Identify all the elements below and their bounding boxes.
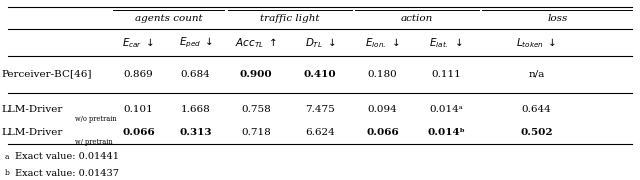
Text: w/o pretrain: w/o pretrain xyxy=(76,115,117,123)
Text: LLM-Driver: LLM-Driver xyxy=(1,128,63,137)
Text: 0.684: 0.684 xyxy=(181,70,211,79)
Text: 0.900: 0.900 xyxy=(240,70,273,79)
Text: 0.313: 0.313 xyxy=(179,128,212,137)
Text: Exact value: 0.01437: Exact value: 0.01437 xyxy=(15,169,120,178)
Text: 0.502: 0.502 xyxy=(520,128,553,137)
Text: $E_{lat.}$ $\downarrow$: $E_{lat.}$ $\downarrow$ xyxy=(429,36,463,50)
Text: a: a xyxy=(4,153,9,161)
Text: 6.624: 6.624 xyxy=(305,128,335,137)
Text: 0.014ᵇ: 0.014ᵇ xyxy=(428,128,465,137)
Text: 0.101: 0.101 xyxy=(124,105,153,114)
Text: traffic light: traffic light xyxy=(260,14,319,22)
Text: 7.475: 7.475 xyxy=(305,105,335,114)
Text: 0.410: 0.410 xyxy=(304,70,336,79)
Text: agents count: agents count xyxy=(135,14,202,22)
Text: 0.180: 0.180 xyxy=(367,70,397,79)
Text: $D_{TL}$ $\downarrow$: $D_{TL}$ $\downarrow$ xyxy=(305,36,335,50)
Text: b: b xyxy=(4,169,10,177)
Text: 0.066: 0.066 xyxy=(122,128,155,137)
Text: w/ pretrain: w/ pretrain xyxy=(76,138,113,146)
Text: $E_{lon.}$ $\downarrow$: $E_{lon.}$ $\downarrow$ xyxy=(365,36,400,50)
Text: Perceiver-BC[46]: Perceiver-BC[46] xyxy=(1,70,92,79)
Text: n/a: n/a xyxy=(529,70,545,79)
Text: 1.668: 1.668 xyxy=(181,105,211,114)
Text: LLM-Driver: LLM-Driver xyxy=(1,105,63,114)
Text: loss: loss xyxy=(547,14,568,22)
Text: 0.644: 0.644 xyxy=(522,105,552,114)
Text: $E_{car}$ $\downarrow$: $E_{car}$ $\downarrow$ xyxy=(122,36,154,50)
Text: $E_{ped}$ $\downarrow$: $E_{ped}$ $\downarrow$ xyxy=(179,35,213,50)
Text: 0.718: 0.718 xyxy=(241,128,271,137)
Text: 0.014ᵃ: 0.014ᵃ xyxy=(429,105,463,114)
Text: 0.869: 0.869 xyxy=(124,70,153,79)
Text: Exact value: 0.01441: Exact value: 0.01441 xyxy=(15,152,120,161)
Text: 0.758: 0.758 xyxy=(241,105,271,114)
Text: $L_{token}$ $\downarrow$: $L_{token}$ $\downarrow$ xyxy=(516,36,557,50)
Text: 0.066: 0.066 xyxy=(366,128,399,137)
Text: 0.094: 0.094 xyxy=(367,105,397,114)
Text: 0.111: 0.111 xyxy=(431,70,461,79)
Text: action: action xyxy=(401,14,433,22)
Text: $Acc_{TL}$ $\uparrow$: $Acc_{TL}$ $\uparrow$ xyxy=(236,36,277,50)
